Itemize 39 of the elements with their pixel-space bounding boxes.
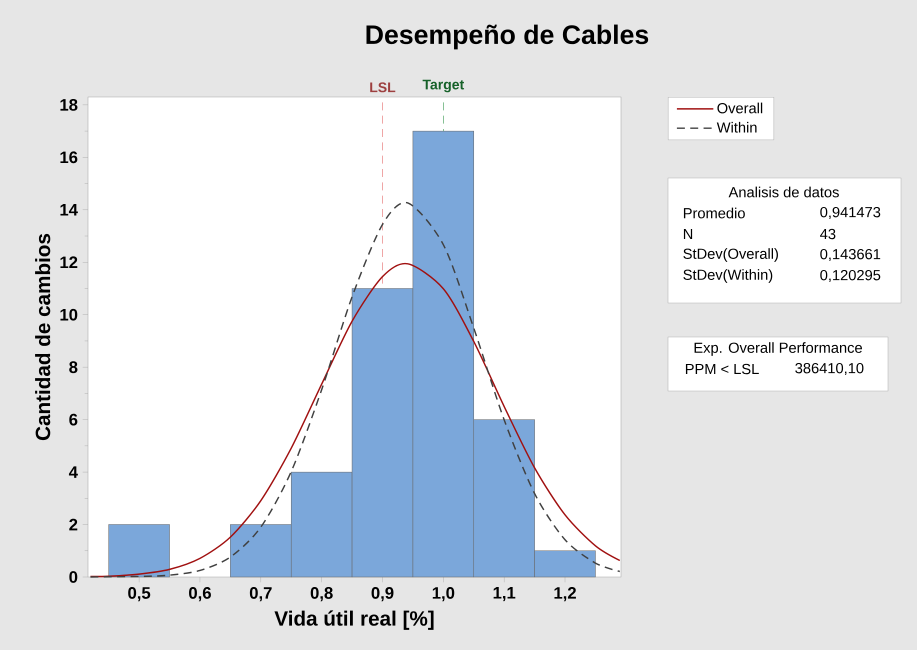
x-tick-label: 1,1: [494, 587, 516, 602]
text: N: [684, 228, 692, 240]
legend-label: Within: [716, 122, 757, 133]
legend-label: Overall: [717, 102, 762, 114]
text: Promedio: [684, 208, 745, 218]
y-tick-label: 4: [68, 466, 78, 478]
x-tick-label: 0,6: [189, 587, 211, 602]
text: Exp. Overall Performance: [694, 342, 862, 356]
x-tick-label: 0,7: [250, 587, 272, 602]
text: 386410,10: [795, 362, 864, 376]
x-tick-label: 0,9: [372, 587, 394, 602]
y-tick-label: 14: [60, 204, 78, 216]
line-series: [90, 262, 621, 578]
x-axis-title: Vida útil real [%]: [274, 610, 434, 630]
y-tick-label: 18: [60, 98, 78, 111]
x-tick-label: 1,0: [432, 587, 454, 602]
y-tick-label: 16: [60, 151, 78, 164]
y-tick-label: 0: [69, 571, 78, 583]
y-tick-label: 6: [69, 414, 78, 426]
line-series: [90, 202, 621, 578]
x-tick-label: 1,2: [554, 587, 576, 602]
text: 0,143661: [820, 248, 880, 262]
text: PPM < LSL: [686, 364, 759, 374]
x-tick-label: 0,5: [128, 587, 150, 602]
text: 43: [820, 228, 836, 240]
chart-title: Desempeño de Cables: [366, 24, 648, 50]
y-tick-label: 2: [69, 518, 78, 530]
text: 0,941473: [820, 206, 880, 220]
text: Analisis de datos: [728, 186, 839, 198]
y-tick-label: 12: [60, 256, 78, 268]
y-tick-label: 10: [60, 308, 78, 321]
y-tick-label: 8: [69, 361, 78, 374]
ref-line-label: LSL: [370, 82, 396, 92]
x-tick-label: 0,8: [310, 587, 333, 602]
ref-line-label: Target: [422, 80, 464, 92]
y-axis-title: Cantidad de cambios: [35, 234, 50, 440]
text: 0,120295: [820, 270, 880, 282]
text: StDev(Overall): [683, 248, 778, 262]
text: StDev(Within): [683, 269, 772, 283]
